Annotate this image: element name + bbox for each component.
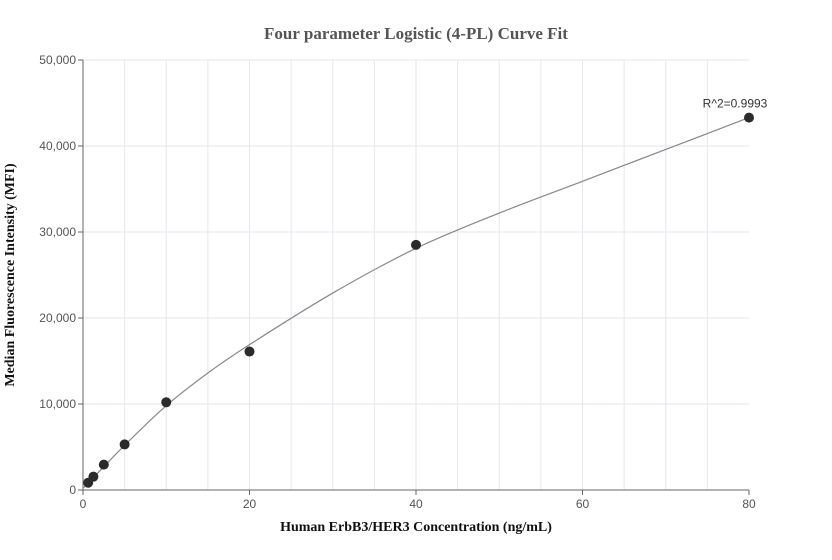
- y-tick-label: 40,000: [39, 139, 76, 153]
- axes: [78, 59, 750, 495]
- y-tick-label: 30,000: [39, 225, 76, 239]
- y-tick-label: 10,000: [39, 397, 76, 411]
- data-point: [119, 439, 130, 450]
- tick-labels: 0 10,000 20,000 30,000 40,000 50,000 0 20 40 60 80: [39, 53, 756, 511]
- data-points: [83, 112, 754, 488]
- data-point: [161, 397, 172, 408]
- y-tick-label: 0: [69, 483, 76, 497]
- data-point: [744, 112, 754, 123]
- data-point: [244, 346, 255, 357]
- data-point: [88, 471, 99, 482]
- x-tick-label: 40: [409, 497, 423, 511]
- x-tick-label: 80: [742, 497, 756, 511]
- x-tick-label: 20: [243, 497, 257, 511]
- grid: [83, 59, 749, 490]
- y-tick-label: 50,000: [39, 53, 76, 67]
- chart-title: Four parameter Logistic (4-PL) Curve Fit: [264, 24, 568, 43]
- x-tick-label: 60: [576, 497, 590, 511]
- r-squared-annotation: R^2=0.9993: [703, 97, 768, 111]
- data-point: [98, 459, 109, 470]
- x-tick-label: 0: [80, 497, 87, 511]
- y-axis-label: Median Fluorescence Intensity (MFI): [3, 163, 18, 387]
- data-point: [411, 239, 421, 250]
- y-tick-label: 20,000: [39, 311, 76, 325]
- x-axis-label: Human ErbB3/HER3 Concentration (ng/mL): [280, 520, 552, 535]
